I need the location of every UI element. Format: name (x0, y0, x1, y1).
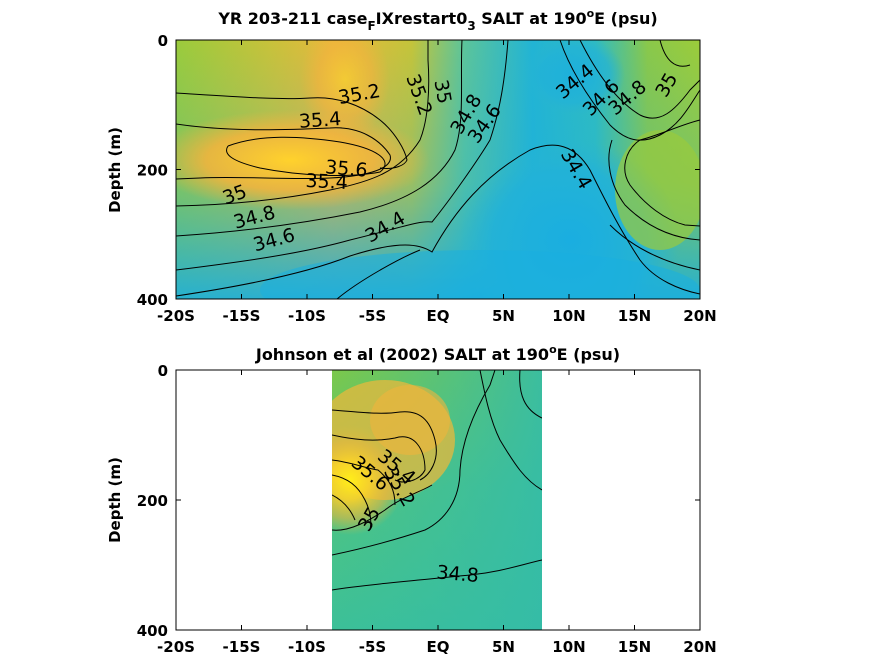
panel-top-xtick-label: 5N (492, 307, 515, 325)
panel-bottom-xtick-label: 15N (618, 638, 651, 656)
panel-top-y-axis: 0 200 400 (137, 32, 700, 309)
panel-bottom-title: Johnson et al (2002) SALT at 190oE (psu) (255, 343, 620, 364)
panel-top-xtick-label: -10S (288, 307, 326, 325)
panel-bottom-xtick-label: -15S (223, 638, 261, 656)
panel-top-x-axis: -20S -15S -10S -5S EQ 5N 10N 15N 20N (157, 40, 717, 325)
panel-top-ytick-label: 400 (137, 291, 168, 309)
panel-bottom-contour-label: 34.8 (436, 561, 480, 587)
panel-bottom-xtick-label: -10S (288, 638, 326, 656)
panel-top-contour-label: 35.4 (305, 170, 348, 194)
panel-top-xtick-label: 15N (618, 307, 651, 325)
panel-bottom-xtick-label: -5S (359, 638, 386, 656)
panel-bottom-xtick-label: -20S (157, 638, 195, 656)
panel-top-xtick-label: 10N (552, 307, 585, 325)
panel-top-xtick-label: -20S (157, 307, 195, 325)
panel-top-ytick-label: 0 (158, 32, 168, 50)
panel-bottom-field (332, 370, 542, 630)
panel-bottom-x-axis: -20S -15S -10S -5S EQ 5N 10N 15N 20N (157, 370, 717, 656)
panel-top-xtick-label: -15S (223, 307, 261, 325)
panel-bottom-xtick-label: EQ (427, 638, 450, 656)
panel-top-xtick-label: -5S (359, 307, 386, 325)
panel-bottom: Johnson et al (2002) SALT at 190oE (psu)… (106, 343, 717, 656)
panel-top-title: YR 203-211 caseFIXrestart03 SALT at 190o… (217, 7, 657, 33)
panel-bottom-ytick-label: 400 (137, 622, 168, 640)
panel-bottom-ytick-label: 0 (158, 362, 168, 380)
panel-top-ytick-label: 200 (137, 162, 168, 180)
panel-top-contour-label: 35 (429, 78, 455, 106)
panel-bottom-xtick-label: 5N (492, 638, 515, 656)
panel-bottom-ytick-label: 200 (137, 492, 168, 510)
panel-top-field (176, 40, 700, 299)
panel-top-contour-label: 35.6 (324, 156, 368, 182)
panel-top-contour-label: 35.4 (298, 108, 342, 133)
panel-bottom-xtick-label: 10N (552, 638, 585, 656)
panel-top-ylabel: Depth (m) (106, 127, 124, 213)
panel-top: YR 203-211 caseFIXrestart03 SALT at 190o… (106, 7, 717, 325)
panel-bottom-xtick-label: 20N (683, 638, 716, 656)
panel-top-xtick-label: 20N (683, 307, 716, 325)
panel-top-xtick-label: EQ (427, 307, 450, 325)
panel-bottom-y-axis: 0 200 400 (137, 362, 700, 640)
panel-bottom-ylabel: Depth (m) (106, 457, 124, 543)
